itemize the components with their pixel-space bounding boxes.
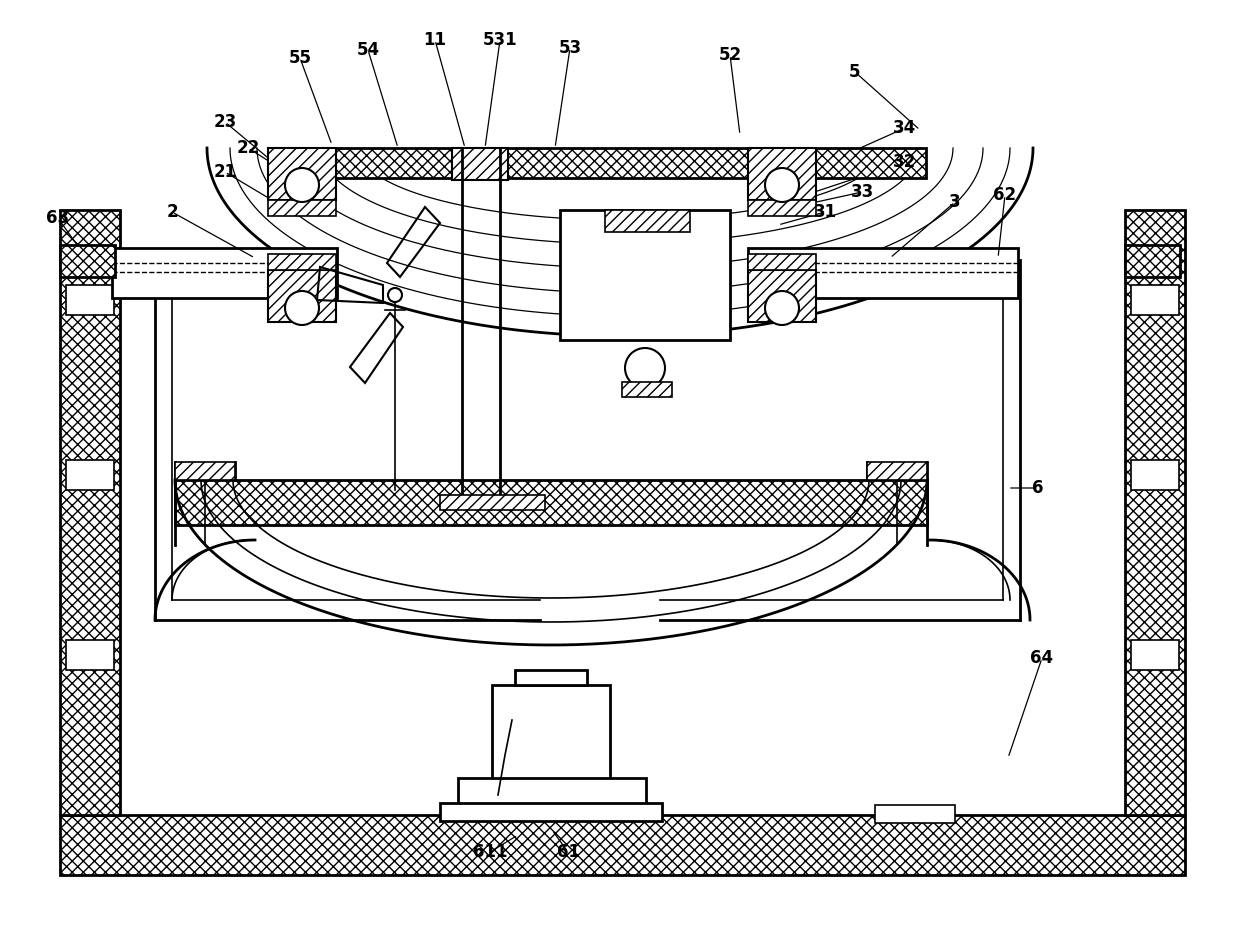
Text: 63: 63 (46, 209, 69, 227)
Text: 5: 5 (849, 63, 861, 81)
Bar (268, 270, 336, 322)
Bar (1131, 460, 1179, 490)
Bar (1131, 285, 1179, 315)
Bar (60, 210, 120, 815)
Text: 62: 62 (993, 186, 1017, 204)
Bar (268, 254, 336, 270)
Text: 55: 55 (289, 49, 311, 67)
Text: 3: 3 (949, 193, 961, 211)
Text: 6: 6 (1032, 479, 1044, 497)
Bar (605, 210, 689, 232)
Text: 2: 2 (166, 203, 177, 221)
Bar (66, 460, 114, 490)
Bar (175, 462, 236, 480)
Bar (875, 805, 955, 823)
Bar (458, 778, 646, 806)
Text: 54: 54 (356, 41, 379, 59)
Bar (748, 254, 816, 270)
Bar (748, 200, 816, 216)
Text: 53: 53 (558, 39, 582, 57)
Circle shape (388, 288, 402, 302)
Bar (268, 148, 336, 200)
Text: 22: 22 (237, 139, 259, 157)
Bar (1125, 210, 1185, 815)
Bar (1131, 640, 1179, 670)
Bar (60, 815, 1185, 875)
Text: 21: 21 (213, 163, 237, 181)
Text: 64: 64 (1030, 649, 1054, 667)
Bar (1125, 245, 1180, 277)
Circle shape (285, 168, 319, 202)
Bar (748, 270, 816, 322)
Bar (175, 480, 928, 525)
Bar (60, 245, 115, 277)
Text: 52: 52 (718, 46, 742, 64)
Circle shape (625, 348, 665, 388)
Text: 32: 32 (893, 153, 916, 171)
Text: 34: 34 (893, 119, 916, 137)
Bar (268, 200, 336, 216)
Bar (66, 640, 114, 670)
Text: 611: 611 (472, 843, 507, 861)
Bar (453, 148, 508, 180)
Bar (268, 148, 926, 178)
Bar (622, 382, 672, 397)
Bar (66, 285, 114, 315)
Text: 31: 31 (813, 203, 837, 221)
Text: 23: 23 (213, 113, 237, 131)
Bar (560, 210, 730, 340)
Bar (112, 248, 337, 298)
Circle shape (765, 291, 799, 325)
Text: 11: 11 (424, 31, 446, 49)
Bar (440, 803, 662, 821)
Text: 531: 531 (482, 31, 517, 49)
Bar (748, 248, 1018, 298)
Text: 61: 61 (557, 843, 579, 861)
Bar (867, 462, 928, 480)
Bar (492, 685, 610, 780)
Text: 33: 33 (851, 183, 874, 201)
Circle shape (285, 291, 319, 325)
Bar (748, 148, 816, 200)
Bar (515, 670, 587, 685)
Circle shape (765, 168, 799, 202)
Bar (440, 495, 546, 510)
